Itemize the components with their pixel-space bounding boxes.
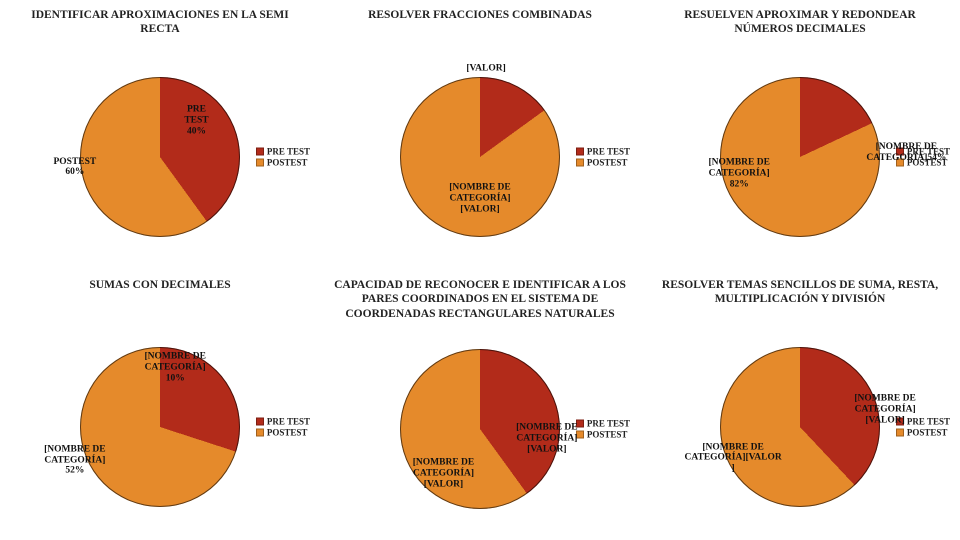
chart-cell-4: CAPACIDAD DE RECONOCER E IDENTIFICAR A L… (320, 270, 640, 540)
legend: PRE TEST POSTEST (896, 146, 950, 169)
chart-wrap: PRE TEST POSTEST [NOMBRE DE CATEGORÍA] 1… (8, 322, 312, 532)
chart-grid: IDENTIFICAR APROXIMACIONES EN LA SEMI RE… (0, 0, 960, 540)
pie-chart (720, 77, 880, 237)
legend-post: POSTEST (256, 428, 310, 438)
legend-post: POSTEST (896, 428, 950, 438)
chart-cell-5: RESOLVER TEMAS SENCILLOS DE SUMA, RESTA,… (640, 270, 960, 540)
legend-pre: PRE TEST (256, 147, 310, 157)
legend-pre: PRE TEST (576, 418, 630, 428)
legend-post-label: POSTEST (907, 428, 948, 438)
chart-title: IDENTIFICAR APROXIMACIONES EN LA SEMI RE… (8, 8, 312, 48)
legend-pre: PRE TEST (896, 147, 950, 157)
swatch-pre (256, 148, 264, 156)
chart-cell-1: RESOLVER FRACCIONES COMBINADAS PRE TEST … (320, 0, 640, 270)
chart-label: [VALOR] (466, 63, 505, 74)
swatch-pre (896, 418, 904, 426)
pie-chart (400, 77, 560, 237)
swatch-pre (576, 419, 584, 427)
legend: PRE TEST POSTEST (256, 416, 310, 439)
swatch-post (256, 159, 264, 167)
chart-cell-3: SUMAS CON DECIMALES PRE TEST POSTEST [NO… (0, 270, 320, 540)
legend-post-label: POSTEST (587, 158, 628, 168)
legend-pre-label: PRE TEST (587, 147, 630, 157)
chart-title: RESOLVER FRACCIONES COMBINADAS (362, 8, 598, 48)
legend-pre-label: PRE TEST (907, 147, 950, 157)
legend-pre: PRE TEST (256, 417, 310, 427)
legend-post-label: POSTEST (267, 158, 308, 168)
chart-title: RESOLVER TEMAS SENCILLOS DE SUMA, RESTA,… (648, 278, 952, 318)
legend-post: POSTEST (256, 158, 310, 168)
chart-wrap: PRE TEST POSTEST [VALOR][NOMBRE DE CATEG… (328, 52, 632, 262)
legend: PRE TEST POSTEST (896, 416, 950, 439)
legend-pre-label: PRE TEST (907, 417, 950, 427)
legend-post: POSTEST (576, 158, 630, 168)
chart-title: CAPACIDAD DE RECONOCER E IDENTIFICAR A L… (328, 278, 632, 321)
legend-pre: PRE TEST (896, 417, 950, 427)
chart-wrap: PRE TEST POSTEST PRE TEST 40%POSTEST 60% (8, 52, 312, 262)
legend: PRE TEST POSTEST (256, 146, 310, 169)
swatch-post (256, 429, 264, 437)
legend-post: POSTEST (896, 158, 950, 168)
pie-chart (400, 349, 560, 509)
chart-wrap: PRE TEST POSTEST [NOMBRE DE CATEGORÍA]54… (648, 52, 952, 262)
swatch-post (896, 429, 904, 437)
pie-chart (80, 77, 240, 237)
swatch-post (576, 159, 584, 167)
legend-pre-label: PRE TEST (267, 147, 310, 157)
legend-pre: PRE TEST (576, 147, 630, 157)
swatch-post (576, 430, 584, 438)
chart-cell-0: IDENTIFICAR APROXIMACIONES EN LA SEMI RE… (0, 0, 320, 270)
chart-wrap: PRE TEST POSTEST [NOMBRE DE CATEGORÍA] [… (648, 322, 952, 532)
chart-wrap: PRE TEST POSTEST [NOMBRE DE CATEGORÍA] [… (328, 325, 632, 532)
legend-post-label: POSTEST (267, 428, 308, 438)
legend: PRE TEST POSTEST (576, 146, 630, 169)
legend-pre-label: PRE TEST (267, 417, 310, 427)
chart-title: RESUELVEN APROXIMAR Y REDONDEAR NÚMEROS … (648, 8, 952, 48)
swatch-pre (256, 418, 264, 426)
legend-post-label: POSTEST (587, 429, 628, 439)
swatch-pre (576, 148, 584, 156)
pie-chart (80, 347, 240, 507)
legend-post: POSTEST (576, 429, 630, 439)
chart-title: SUMAS CON DECIMALES (83, 278, 236, 318)
pie-chart (720, 347, 880, 507)
legend: PRE TEST POSTEST (576, 417, 630, 440)
legend-post-label: POSTEST (907, 158, 948, 168)
chart-cell-2: RESUELVEN APROXIMAR Y REDONDEAR NÚMEROS … (640, 0, 960, 270)
legend-pre-label: PRE TEST (587, 418, 630, 428)
swatch-pre (896, 148, 904, 156)
swatch-post (896, 159, 904, 167)
